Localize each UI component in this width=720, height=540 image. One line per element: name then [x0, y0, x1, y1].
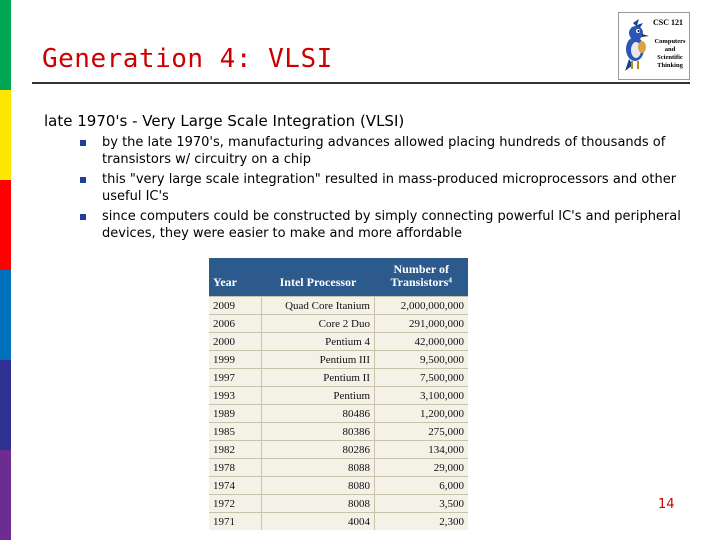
table-row: 1989 80486 1,200,000 — [209, 404, 468, 423]
cell-processor: Pentium 4 — [261, 332, 375, 351]
table-row: 1974 8080 6,000 — [209, 476, 468, 495]
header-transistors: Number of Transistors⁴ — [390, 262, 452, 289]
page-number: 14 — [658, 497, 675, 512]
cell-processor: 80486 — [261, 404, 375, 423]
stripe-segment — [0, 450, 11, 540]
cell-transistors: 3,100,000 — [374, 386, 468, 405]
table-row: 2000 Pentium 4 42,000,000 — [209, 332, 468, 351]
square-bullet-icon — [80, 177, 86, 183]
logo-department: Computers and Scientific Thinking — [654, 38, 686, 69]
table-row: 1978 8088 29,000 — [209, 458, 468, 477]
cell-processor: 8088 — [261, 458, 375, 477]
cell-year: 1997 — [209, 368, 262, 387]
slide-title: Generation 4: VLSI — [42, 44, 333, 74]
main-point: late 1970's - Very Large Scale Integrati… — [44, 112, 405, 130]
stripe-segment — [0, 360, 11, 450]
cell-processor: 80286 — [261, 440, 375, 459]
table-header-row: Year Intel Processor Number of Transisto… — [209, 258, 468, 297]
table-row: 1972 8008 3,500 — [209, 494, 468, 513]
cell-year: 1989 — [209, 404, 262, 423]
transistor-table: Year Intel Processor Number of Transisto… — [209, 258, 468, 530]
cell-transistors: 3,500 — [374, 494, 468, 513]
cell-transistors: 134,000 — [374, 440, 468, 459]
square-bullet-icon — [80, 140, 86, 146]
cell-year: 1971 — [209, 512, 262, 530]
table-row: 2006 Core 2 Duo 291,000,000 — [209, 314, 468, 333]
cell-year: 1982 — [209, 440, 262, 459]
cell-transistors: 6,000 — [374, 476, 468, 495]
cell-transistors: 9,500,000 — [374, 350, 468, 369]
table-row: 2009 Quad Core Itanium 2,000,000,000 — [209, 296, 468, 315]
header-processor: Intel Processor — [279, 275, 357, 289]
cell-year: 1974 — [209, 476, 262, 495]
cell-transistors: 275,000 — [374, 422, 468, 441]
logo-course-code: CSC 121 — [653, 18, 684, 27]
title-divider — [32, 82, 690, 84]
table-row: 1993 Pentium 3,100,000 — [209, 386, 468, 405]
bullet-list: by the late 1970's, manufacturing advanc… — [80, 135, 700, 246]
stripe-segment — [0, 180, 11, 270]
cell-transistors: 2,300 — [374, 512, 468, 530]
cell-transistors: 1,200,000 — [374, 404, 468, 423]
cell-processor: Quad Core Itanium — [261, 296, 375, 315]
header-year: Year — [213, 275, 237, 289]
bird-mascot-icon — [625, 19, 649, 71]
bullet-text: since computers could be constructed by … — [102, 209, 681, 241]
square-bullet-icon — [80, 214, 86, 220]
table-row: 1971 4004 2,300 — [209, 512, 468, 530]
cell-processor: Core 2 Duo — [261, 314, 375, 333]
cell-transistors: 29,000 — [374, 458, 468, 477]
table-row: 1982 80286 134,000 — [209, 440, 468, 459]
course-logo: CSC 121 Computers and Scientific Thinkin… — [618, 12, 690, 80]
cell-processor: 4004 — [261, 512, 375, 530]
cell-processor: 8008 — [261, 494, 375, 513]
table-row: 1997 Pentium II 7,500,000 — [209, 368, 468, 387]
bullet-text: by the late 1970's, manufacturing advanc… — [102, 135, 666, 167]
stripe-segment — [0, 0, 11, 90]
table-body: 2009 Quad Core Itanium 2,000,000,000 2006 Co… — [209, 296, 468, 530]
bullet-text: this "very large scale integration" resu… — [102, 172, 677, 204]
cell-year: 1985 — [209, 422, 262, 441]
table-row: 1999 Pentium III 9,500,000 — [209, 350, 468, 369]
cell-year: 1972 — [209, 494, 262, 513]
stripe-segment — [0, 270, 11, 360]
cell-year: 2006 — [209, 314, 262, 333]
cell-processor: Pentium III — [261, 350, 375, 369]
cell-processor: Pentium — [261, 386, 375, 405]
table-row: 1985 80386 275,000 — [209, 422, 468, 441]
bullet-item: this "very large scale integration" resu… — [80, 172, 700, 205]
cell-year: 2000 — [209, 332, 262, 351]
bullet-item: by the late 1970's, manufacturing advanc… — [80, 135, 700, 168]
cell-year: 2009 — [209, 296, 262, 315]
cell-year: 1993 — [209, 386, 262, 405]
cell-year: 1999 — [209, 350, 262, 369]
cell-processor: Pentium II — [261, 368, 375, 387]
cell-processor: 8080 — [261, 476, 375, 495]
cell-transistors: 2,000,000,000 — [374, 296, 468, 315]
cell-transistors: 291,000,000 — [374, 314, 468, 333]
bullet-item: since computers could be constructed by … — [80, 209, 700, 242]
cell-transistors: 42,000,000 — [374, 332, 468, 351]
stripe-segment — [0, 90, 11, 180]
cell-transistors: 7,500,000 — [374, 368, 468, 387]
cell-year: 1978 — [209, 458, 262, 477]
cell-processor: 80386 — [261, 422, 375, 441]
color-stripe — [0, 0, 11, 540]
